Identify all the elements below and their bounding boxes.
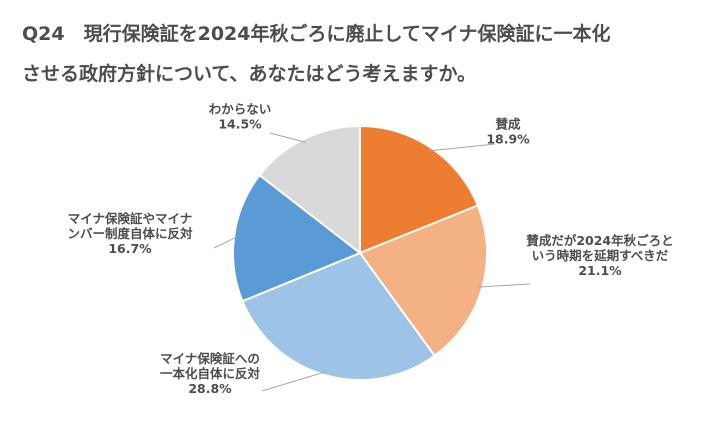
slice-category-label: マイナ保険証への (160, 351, 260, 366)
slice-value-label: 21.1% (578, 263, 622, 278)
leader-line-1 (428, 143, 496, 152)
slice-value-label: 28.8% (188, 381, 232, 396)
pie-slice-4 (232, 173, 362, 303)
slice-category-label: 賛成 (495, 117, 521, 132)
leader-line-2 (478, 283, 531, 288)
slice-label-5: わからない 14.5% (209, 102, 272, 132)
leader-line-5 (269, 132, 306, 143)
slice-category-label: ンバー制度自体に反対 (67, 226, 193, 241)
slice-label-4: マイナ保険証やマイナンバー制度自体に反対 16.7% (67, 211, 193, 256)
slice-category-label: マイナ保険証やマイナ (68, 211, 193, 226)
slice-value-label: 18.9% (486, 132, 530, 147)
slice-category-label: 一本化自体に反対 (160, 366, 261, 381)
slice-label-2: 賛成だが2024年秋ごろという時期を延期すべきだ 21.1% (526, 233, 673, 278)
slice-value-label: 14.5% (218, 117, 262, 132)
leader-line-3 (261, 371, 327, 392)
pie-slice-3 (241, 251, 437, 381)
title-line-2: させる政府方針について、あなたはどう考えますか。 (22, 63, 477, 85)
pie-slice-1 (359, 124, 480, 255)
pie-slice-2 (358, 204, 488, 358)
leader-line-4 (213, 235, 239, 249)
slice-value-label: 16.7% (108, 241, 152, 256)
slice-category-label: 賛成だが2024年秋ごろと (526, 233, 673, 248)
chart-title: Q24 現行保険証を2024年秋ごろに廃止してマイナ保険証に一本化 させる政府方… (22, 14, 702, 94)
pie-slice-5 (258, 124, 361, 256)
slice-label-3: マイナ保険証への一本化自体に反対 28.8% (160, 351, 261, 396)
slice-category-label: いう時期を延期すべきだ (532, 248, 669, 263)
title-line-1: Q24 現行保険証を2024年秋ごろに廃止してマイナ保険証に一本化 (22, 23, 611, 45)
slice-label-1: 賛成 18.9% (486, 117, 530, 147)
slice-category-label: わからない (209, 102, 272, 117)
